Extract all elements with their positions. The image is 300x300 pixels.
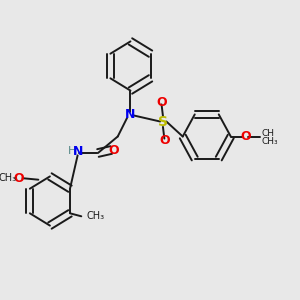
Text: O: O bbox=[108, 143, 119, 157]
Text: O: O bbox=[156, 95, 167, 109]
Text: CH₃: CH₃ bbox=[262, 136, 278, 146]
Text: N: N bbox=[72, 145, 83, 158]
Text: S: S bbox=[158, 115, 168, 128]
Text: O: O bbox=[159, 134, 170, 148]
Text: O: O bbox=[240, 130, 251, 143]
Text: H: H bbox=[68, 146, 77, 156]
Text: N: N bbox=[125, 107, 136, 121]
Text: CH: CH bbox=[262, 129, 275, 138]
Text: CH₃: CH₃ bbox=[87, 211, 105, 221]
Text: O: O bbox=[13, 172, 24, 185]
Text: CH₃: CH₃ bbox=[0, 173, 16, 183]
